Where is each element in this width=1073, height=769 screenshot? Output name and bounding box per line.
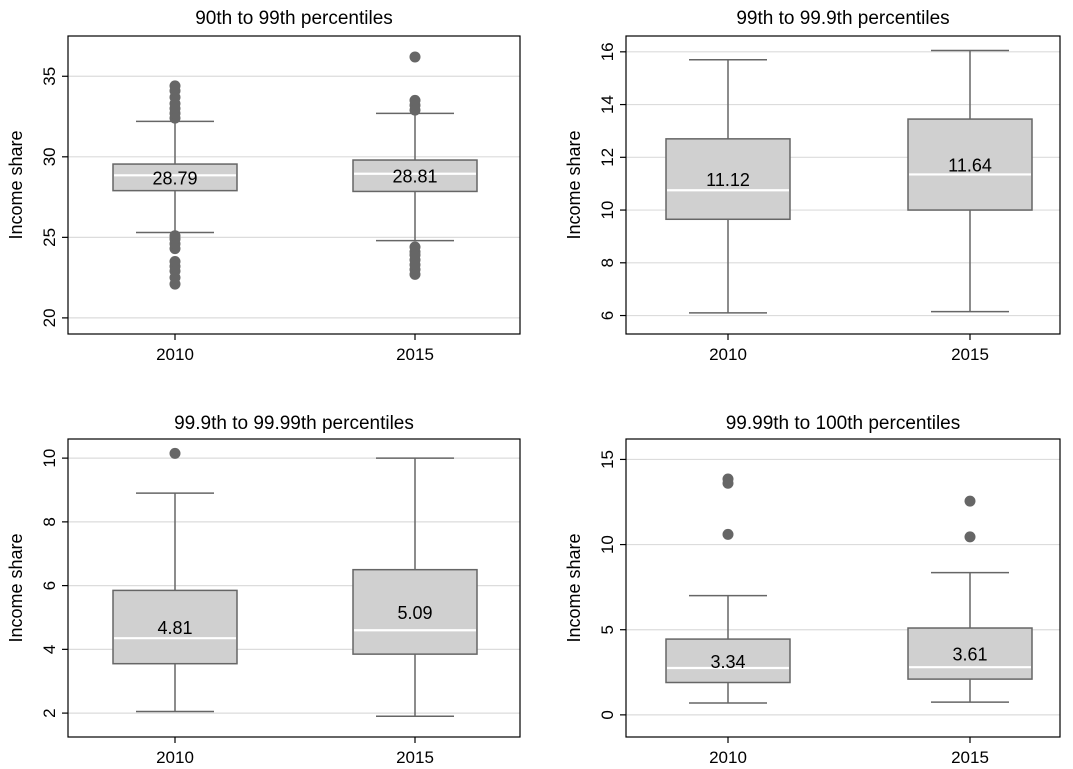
box-iqr <box>352 159 478 193</box>
x-tick-label: 2010 <box>709 748 747 767</box>
outlier-point <box>964 531 976 543</box>
outlier-point <box>722 473 734 485</box>
y-axis-label: Income share <box>564 533 584 642</box>
box-iqr <box>112 163 238 192</box>
y-tick-label: 6 <box>598 311 617 320</box>
box-iqr <box>665 138 791 221</box>
mean-label: 4.81 <box>157 618 192 638</box>
y-tick-label: 2 <box>40 708 59 717</box>
y-tick-label: 16 <box>598 42 617 61</box>
y-axis-label: Income share <box>564 130 584 239</box>
outlier-point <box>409 94 421 106</box>
x-tick-label: 2010 <box>709 345 747 364</box>
x-tick-label: 2010 <box>156 748 194 767</box>
y-tick-label: 10 <box>598 201 617 220</box>
mean-label: 11.64 <box>948 156 992 176</box>
chart-title: 90th to 99th percentiles <box>195 8 393 29</box>
y-tick-label: 8 <box>40 517 59 526</box>
outlier-point <box>169 256 181 268</box>
x-tick-label: 2015 <box>396 748 434 767</box>
box-2015: 11.64 <box>907 49 1033 313</box>
box-iqr <box>907 627 1033 680</box>
y-tick-label: 6 <box>40 581 59 590</box>
plot-frame <box>625 438 1061 738</box>
plot-frame <box>67 35 521 335</box>
outlier-point <box>409 241 421 253</box>
y-tick-label: 20 <box>40 308 59 327</box>
y-tick-label: 25 <box>40 228 59 247</box>
y-tick-label: 10 <box>40 449 59 468</box>
y-tick-label: 35 <box>40 67 59 86</box>
chart-panel-4: 0 5 10 15 Income share 99.99th to 100th perce… <box>564 413 1061 767</box>
outlier-point <box>722 528 734 540</box>
y-tick-label: 5 <box>598 625 617 634</box>
box-iqr <box>112 589 238 665</box>
box-iqr <box>352 568 478 655</box>
outlier-point <box>169 230 181 242</box>
box-2010: 4.81 <box>112 447 238 713</box>
chart-title: 99.9th to 99.99th percentiles <box>174 413 414 434</box>
y-tick-label: 15 <box>598 450 617 469</box>
y-axis-label: Income share <box>6 533 26 642</box>
chart-panel-2: 6 8 10 12 14 16 Income share 99th to 99.9th per… <box>564 8 1061 364</box>
box-2015: 3.61 <box>907 495 1033 703</box>
y-tick-label: 8 <box>598 258 617 267</box>
chart-title: 99th to 99.9th percentiles <box>736 8 949 29</box>
box-2010: 11.12 <box>665 58 791 314</box>
x-tick-label: 2015 <box>396 345 434 364</box>
plot-frame <box>625 35 1061 335</box>
y-axis-label: Income share <box>6 130 26 239</box>
y-tick-label: 0 <box>598 710 617 719</box>
y-tick-label: 12 <box>598 148 617 167</box>
mean-label: 3.34 <box>710 652 745 672</box>
y-tick-label: 14 <box>598 95 617 114</box>
box-2015: 5.09 <box>352 457 478 718</box>
mean-label: 5.09 <box>397 603 432 623</box>
mean-label: 28.79 <box>152 168 197 188</box>
mean-label: 28.81 <box>392 167 437 187</box>
chart-panel-3: 2 4 6 8 10 Income share 99.9th to 99.99th perc… <box>6 413 521 767</box>
mean-label: 3.61 <box>952 645 987 665</box>
y-tick-label: 4 <box>40 645 59 654</box>
box-iqr <box>907 118 1033 211</box>
y-tick-label: 10 <box>598 535 617 554</box>
mean-label: 11.12 <box>706 170 750 190</box>
x-tick-label: 2010 <box>156 345 194 364</box>
outlier-point <box>169 80 181 92</box>
outlier-point <box>169 447 181 459</box>
y-tick-label: 30 <box>40 147 59 166</box>
chart-panel-1: 20 25 30 35 Income share 90th to 99th percent… <box>6 8 521 364</box>
box-2010: 3.34 <box>665 473 791 704</box>
plot-frame <box>67 438 521 738</box>
box-2010: 28.79 <box>112 80 238 290</box>
box-2015: 28.81 <box>352 51 478 280</box>
outlier-point <box>964 495 976 507</box>
outlier-point <box>409 51 421 63</box>
x-tick-label: 2015 <box>951 748 989 767</box>
box-iqr <box>665 638 791 684</box>
chart-title: 99.99th to 100th percentiles <box>726 413 961 434</box>
x-tick-label: 2015 <box>951 345 989 364</box>
